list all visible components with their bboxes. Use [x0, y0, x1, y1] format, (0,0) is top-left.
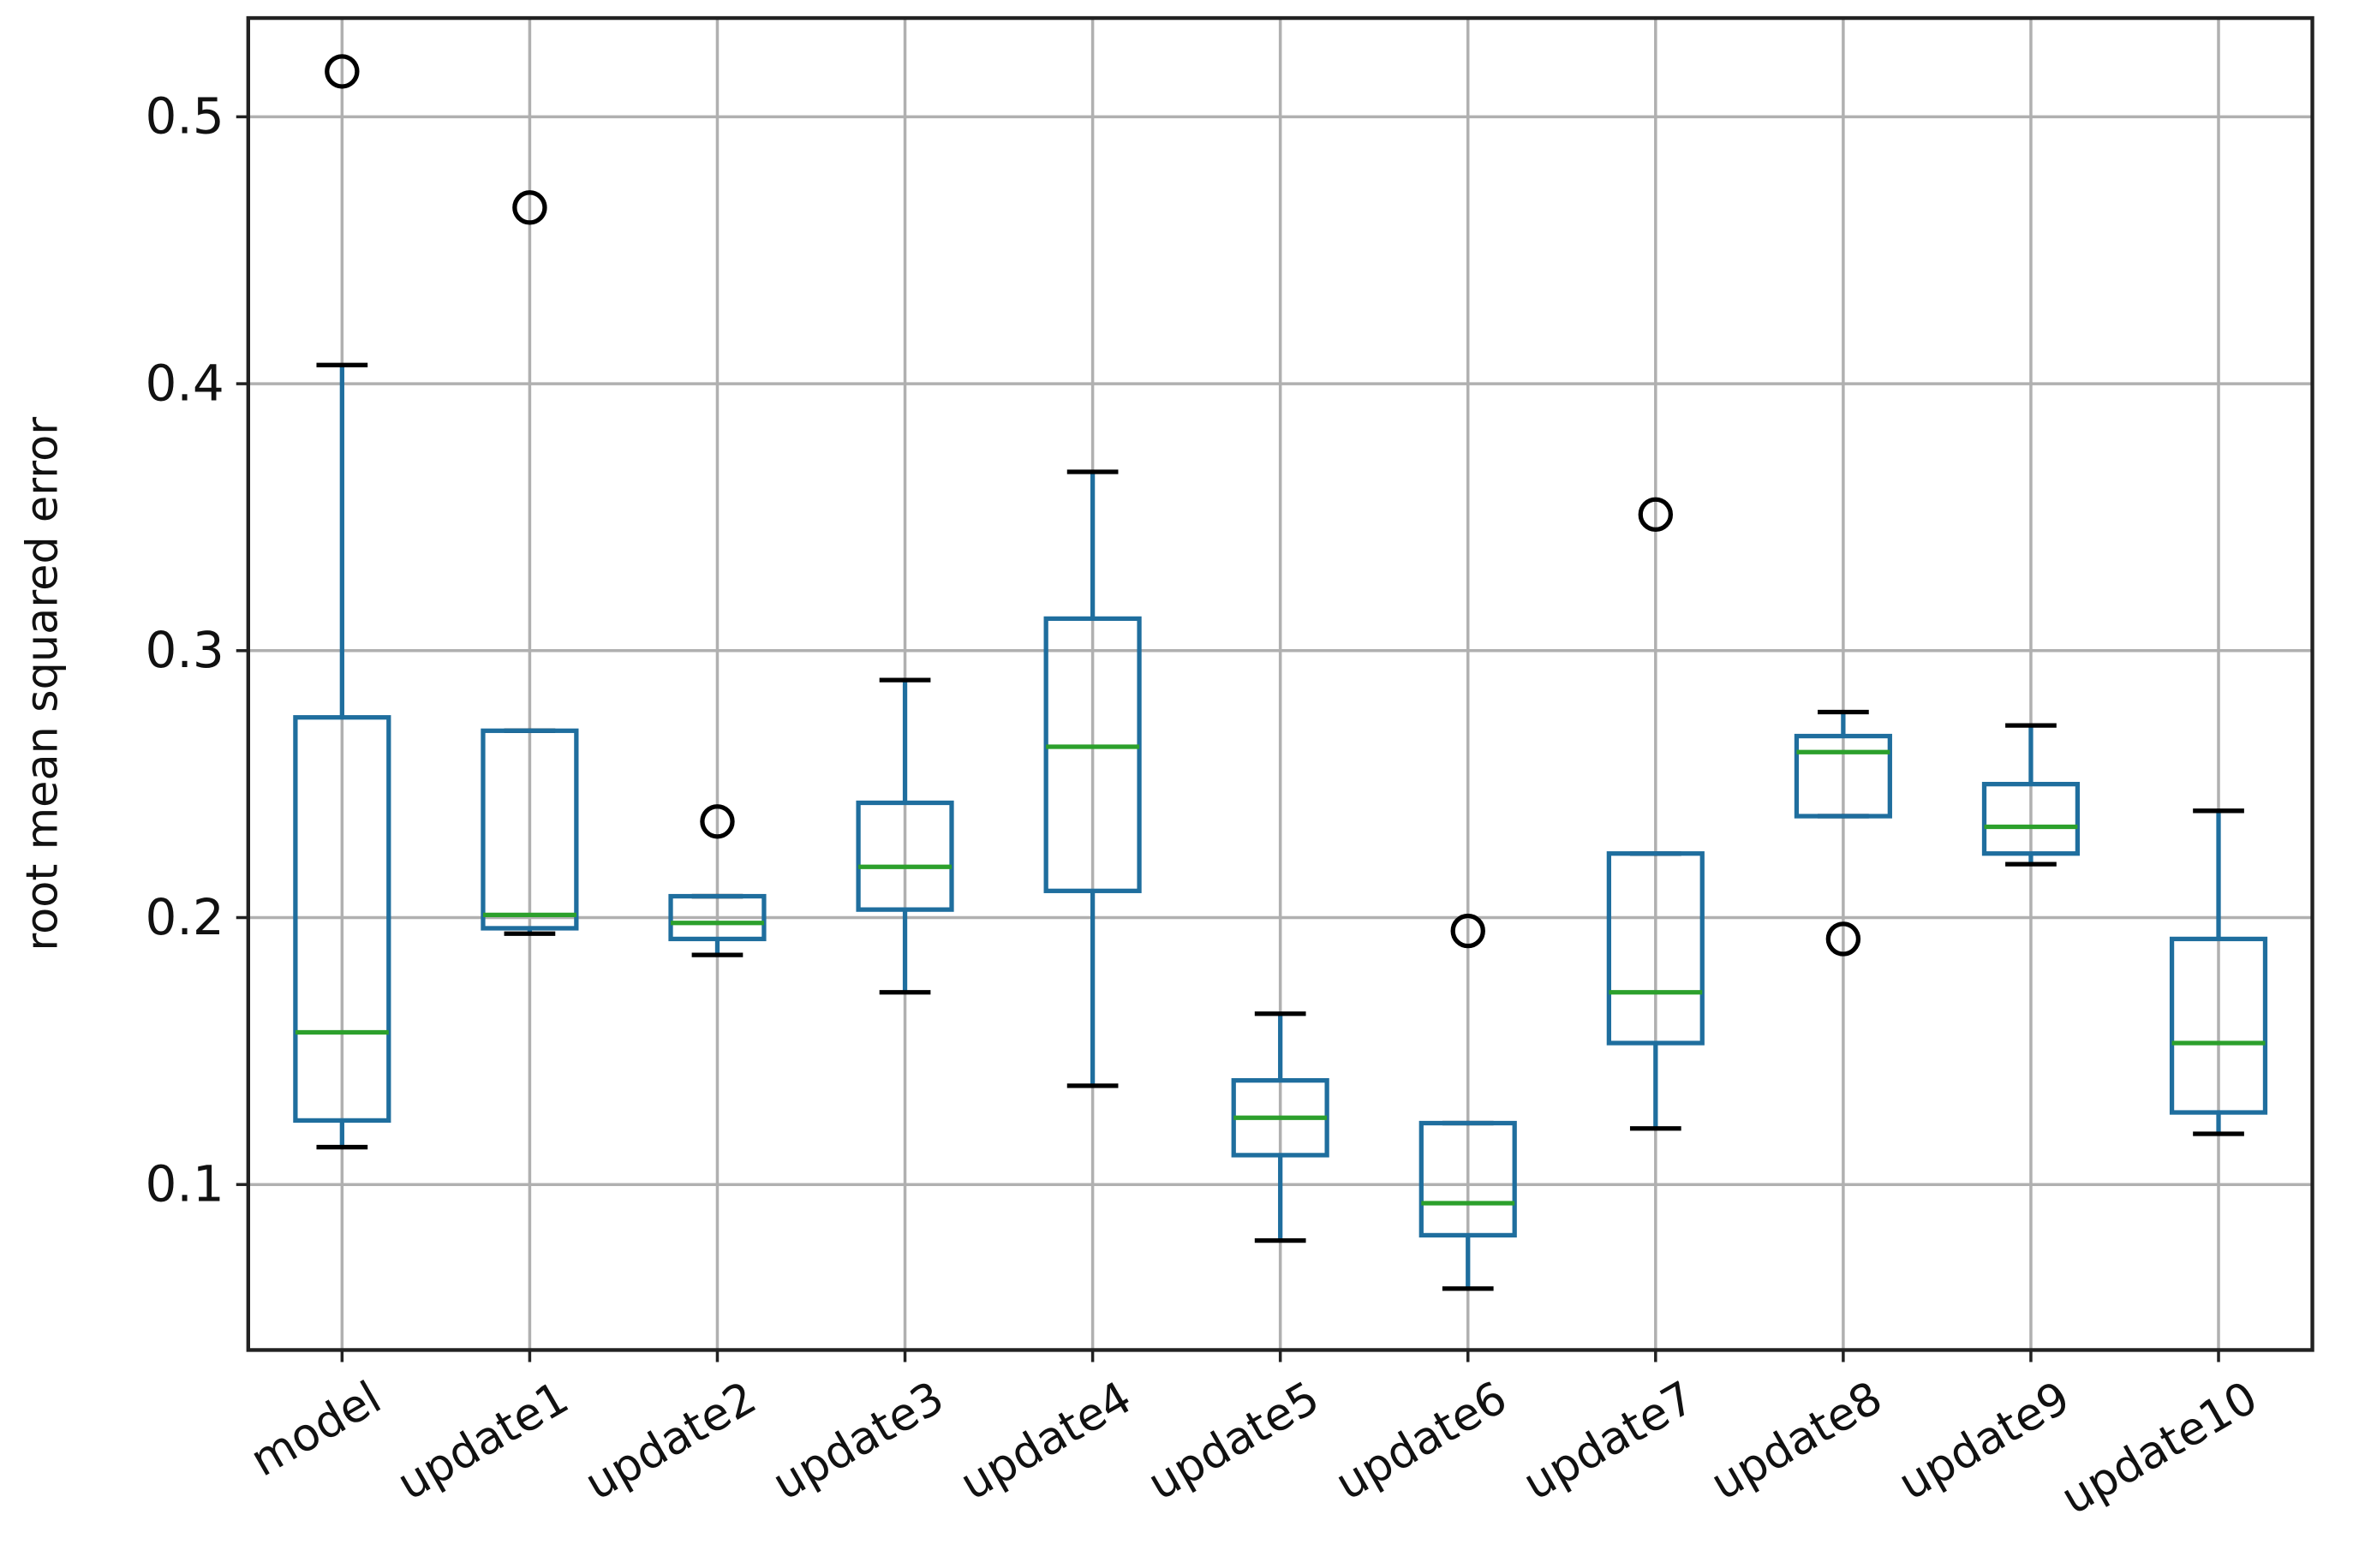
x-tick-label: update10: [2052, 1372, 2266, 1525]
y-axis-label: root mean squared error: [18, 417, 69, 951]
box-update6: [1418, 913, 1517, 1291]
iqr-box: [668, 893, 767, 942]
outlier-point: [1638, 497, 1674, 533]
box-update5: [1231, 1011, 1329, 1243]
iqr-box: [856, 800, 954, 912]
outlier-point: [512, 190, 547, 225]
x-tick-label: model: [242, 1372, 390, 1488]
outlier-point: [700, 804, 735, 839]
iqr-box: [293, 715, 391, 1124]
y-tick-label: 0.1: [146, 1155, 224, 1213]
grid: [248, 18, 2313, 1350]
x-tick-label: update2: [576, 1372, 765, 1511]
iqr-box: [481, 728, 579, 931]
iqr-box: [1418, 1120, 1517, 1238]
x-tick-label: update7: [1514, 1372, 1703, 1511]
outlier-point: [1825, 921, 1861, 957]
box-update2: [668, 804, 767, 957]
box-update3: [856, 677, 954, 995]
iqr-box: [1606, 851, 1705, 1046]
iqr-box: [2169, 936, 2268, 1115]
box-update7: [1606, 497, 1705, 1131]
y-tick-label: 0.4: [146, 354, 224, 412]
boxes: [293, 54, 2268, 1291]
box-model: [293, 54, 391, 1150]
y-tick-label: 0.5: [146, 87, 224, 146]
y-tick-label: 0.2: [146, 888, 224, 946]
x-tick-label: update4: [952, 1372, 1140, 1511]
iqr-box: [1043, 616, 1142, 893]
x-axis-ticks: modelupdate1update2update3update4update5…: [242, 1350, 2266, 1525]
box-update9: [1981, 723, 2081, 867]
x-tick-label: update1: [389, 1372, 577, 1511]
x-tick-label: update3: [764, 1372, 953, 1511]
outlier-point: [325, 54, 360, 89]
outlier-point: [1450, 913, 1485, 949]
x-tick-label: update9: [1890, 1372, 2078, 1511]
y-tick-label: 0.3: [146, 621, 224, 679]
iqr-box: [1794, 733, 1892, 819]
box-update10: [2169, 808, 2268, 1136]
x-tick-label: update5: [1139, 1372, 1328, 1511]
box-update8: [1794, 709, 1892, 957]
y-axis-ticks: 0.1 0.2 0.3 0.4 0.5: [146, 87, 248, 1213]
box-update1: [481, 190, 579, 936]
iqr-box: [1981, 782, 2081, 856]
box-update4: [1043, 469, 1142, 1088]
x-tick-label: update8: [1702, 1372, 1890, 1511]
x-tick-label: update6: [1327, 1372, 1515, 1511]
